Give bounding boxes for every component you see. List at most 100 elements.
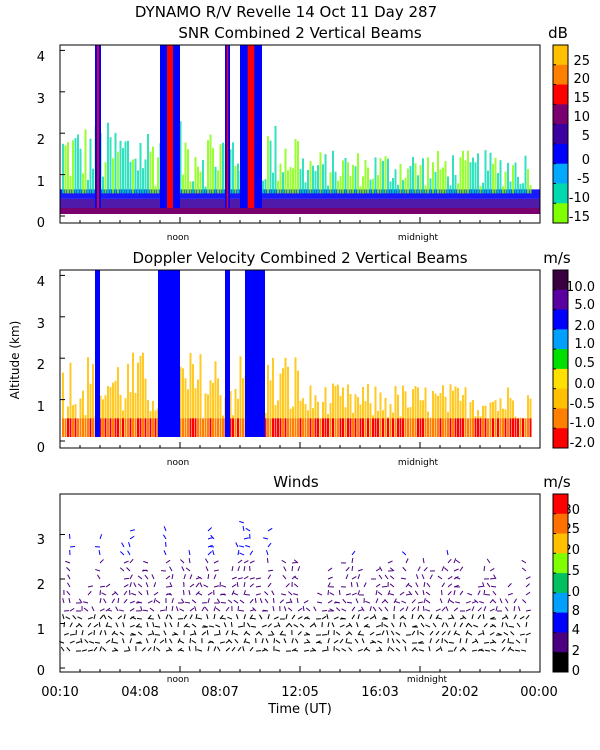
wind-barb [270, 630, 275, 636]
wind-barb [505, 622, 509, 628]
doppler-echo-col [509, 398, 512, 437]
wind-barb [169, 582, 173, 588]
wind-barb [341, 608, 347, 612]
snr-echo-col [144, 159, 147, 194]
wind-barb [104, 630, 107, 636]
winds-xtick-1: 04:08 [121, 685, 158, 700]
wind-barb [400, 577, 407, 580]
wind-barb [399, 607, 405, 612]
wind-barb [486, 558, 491, 564]
snr-cbar-swatch-8 [553, 203, 568, 224]
doppler-low-col [357, 418, 359, 437]
doppler-echo-col [294, 357, 297, 437]
wind-barb [87, 649, 93, 652]
winds-colorbar: 30 25 20 15 10 8 4 2 0 [552, 493, 580, 679]
snr-echo-col [357, 153, 359, 194]
wind-barb [231, 646, 236, 652]
wind-barb [67, 574, 71, 580]
wind-barb [231, 583, 237, 588]
doppler-low-col [522, 418, 524, 437]
wind-barb [384, 599, 389, 604]
wind-barb [87, 590, 92, 596]
wind-barb [404, 646, 407, 652]
wind-barb [283, 638, 287, 644]
wind-barb [327, 576, 333, 580]
snr-echo-col [412, 157, 414, 194]
wind-barb [275, 649, 281, 652]
wind-barb [227, 616, 233, 620]
doppler-low-col [364, 418, 367, 437]
wind-barb [112, 641, 119, 644]
wind-barb [422, 557, 425, 564]
wind-barb [126, 567, 131, 572]
wind-barb [151, 630, 155, 636]
doppler-echo-col [464, 387, 467, 437]
winds-ytick-3: 3 [37, 533, 45, 548]
wind-barb [267, 542, 272, 548]
doppler-echo-col [347, 384, 349, 437]
wind-barb [453, 590, 456, 596]
wind-barb [339, 638, 344, 644]
winds-cbar-swatch-3 [553, 553, 568, 574]
doppler-echo-col [142, 352, 144, 437]
wind-barb [441, 631, 446, 636]
doppler-low-col [279, 418, 282, 437]
doppler-low-col [237, 418, 239, 437]
wind-barb [482, 582, 485, 588]
doppler-low-col [479, 418, 482, 437]
snr-echo-col [509, 181, 512, 194]
wind-barb [335, 601, 341, 604]
wind-barb [173, 632, 179, 636]
wind-barb [137, 575, 143, 580]
wind-barb [99, 646, 102, 652]
doppler-low-col [392, 418, 394, 437]
doppler-cbar-label-0: 10.0 [566, 280, 595, 295]
wind-barb [231, 590, 235, 596]
wind-barb [351, 565, 354, 572]
wind-barb [231, 565, 234, 572]
wind-barb [459, 590, 464, 596]
wind-barb [115, 622, 119, 628]
wind-barb [147, 614, 152, 620]
wind-barb [171, 606, 174, 612]
wind-barb [205, 566, 209, 572]
wind-barb [65, 560, 71, 564]
doppler-echo-col [432, 390, 434, 437]
doppler-low-col [284, 418, 287, 437]
wind-barb [182, 590, 185, 596]
winds-units: m/s [543, 473, 571, 491]
wind-barb [445, 622, 449, 628]
wind-barb [177, 638, 181, 644]
wind-barb [213, 569, 219, 572]
doppler-low-col [329, 418, 332, 437]
doppler-low-col [127, 418, 129, 437]
winds-title: Winds [273, 473, 319, 491]
wind-barb [423, 566, 428, 572]
wind-barb [153, 646, 156, 652]
wind-barb [197, 649, 203, 652]
doppler-echo-col [309, 385, 312, 437]
doppler-low-col [99, 418, 102, 437]
doppler-low-col [182, 418, 184, 437]
doppler-axes: 0 1 2 3 4 noon midnight [37, 274, 541, 468]
wind-barb [78, 623, 83, 628]
doppler-low-col [297, 418, 299, 437]
snr-echo-col [347, 162, 349, 194]
wind-barb [66, 567, 71, 572]
winds-cbar-label-7: 2 [572, 644, 580, 659]
doppler-low-col [302, 418, 304, 437]
wind-barb [425, 591, 431, 596]
wind-barb [517, 606, 521, 612]
wind-barb [206, 630, 209, 636]
doppler-low-col [404, 418, 407, 437]
wind-barb [399, 615, 404, 620]
snr-echo-col [149, 151, 152, 194]
doppler-low-col [394, 418, 397, 437]
wind-barb [441, 566, 445, 572]
doppler-low-col [272, 418, 274, 437]
wind-barb [147, 646, 152, 652]
wind-barb [348, 631, 353, 636]
wind-barb [87, 585, 93, 588]
winds-xtick-3: 12:05 [281, 685, 318, 700]
wind-barb [102, 647, 107, 652]
